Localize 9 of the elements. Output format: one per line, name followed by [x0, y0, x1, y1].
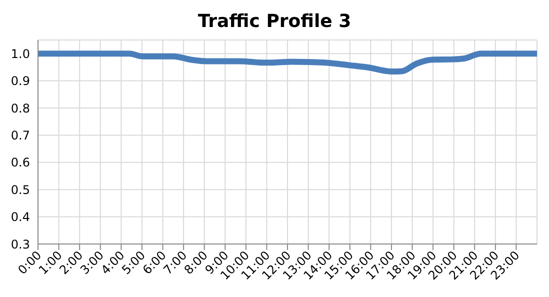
y-tick-label: 0.7 [10, 128, 30, 142]
y-tick-label: 0.9 [10, 74, 30, 88]
y-tick-label: 0.6 [10, 156, 30, 170]
chart-title: Traffic Profile 3 [196, 10, 352, 34]
y-tick-label: 0.3 [10, 237, 30, 252]
y-tick-label: 0.4 [10, 210, 30, 224]
y-tick-label: 0.8 [10, 101, 30, 116]
y-tick-label: 1.0 [10, 46, 30, 61]
y-tick-label: 0.5 [10, 182, 30, 197]
